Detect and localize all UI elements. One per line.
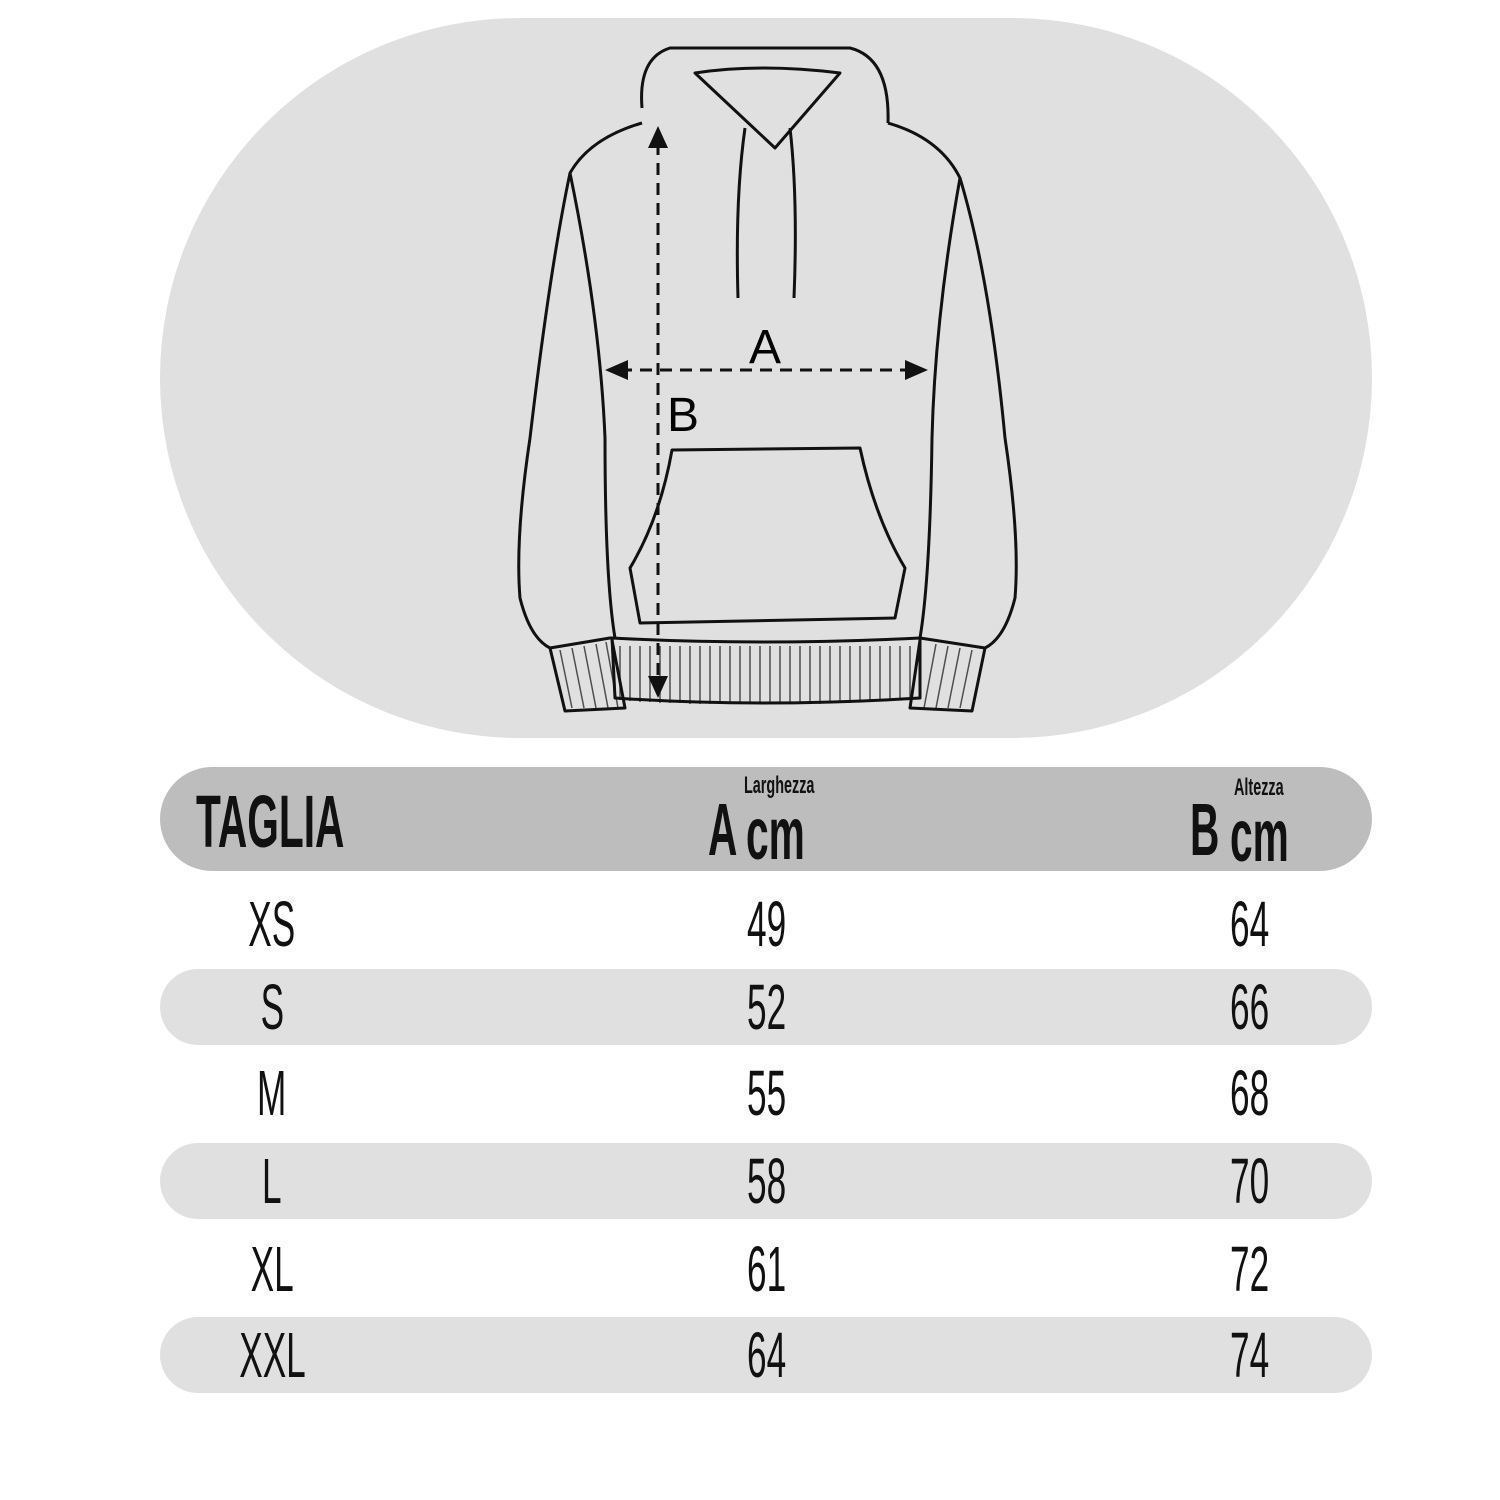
size-cell: L [262, 1145, 282, 1217]
header-b-unit: cm [1230, 794, 1289, 877]
a-cell: 58 [747, 1145, 787, 1217]
a-cell: 55 [747, 1057, 787, 1129]
header-a-unit: cm [746, 792, 805, 875]
table-row: XL 61 72 [160, 1231, 1372, 1307]
a-cell: 52 [747, 971, 787, 1043]
header-size: TAGLIA [196, 780, 345, 863]
size-cell: XXL [238, 1319, 306, 1391]
header-b-letter: B [1190, 788, 1220, 871]
b-cell: 66 [1230, 971, 1270, 1043]
b-cell: 68 [1230, 1057, 1270, 1129]
header-a-letter: A [708, 788, 738, 871]
size-cell: M [257, 1057, 287, 1129]
width-marker-label: A [749, 321, 781, 374]
size-cell: XL [250, 1233, 294, 1305]
a-cell: 49 [747, 888, 787, 960]
height-marker-label: B [667, 389, 699, 442]
header-a-label: Larghezza [744, 772, 815, 799]
b-cell: 74 [1230, 1319, 1270, 1391]
b-cell: 70 [1230, 1145, 1270, 1217]
hoodie-diagram: A B [517, 46, 1018, 713]
table-header: TAGLIA A Larghezza cm B Altezza cm [160, 767, 1372, 877]
table-row: S 52 66 [160, 969, 1372, 1045]
a-cell: 64 [747, 1319, 787, 1391]
b-cell: 72 [1230, 1233, 1270, 1305]
table-row: M 55 68 [160, 1055, 1372, 1131]
a-cell: 61 [747, 1233, 787, 1305]
table-row: XXL 64 74 [160, 1317, 1372, 1393]
header-b-label: Altezza [1234, 774, 1284, 801]
b-cell: 64 [1230, 888, 1270, 960]
size-cell: S [260, 971, 284, 1043]
size-cell: XS [248, 888, 296, 960]
table-row: L 58 70 [160, 1143, 1372, 1219]
table-row: XS 49 64 [160, 886, 1372, 962]
